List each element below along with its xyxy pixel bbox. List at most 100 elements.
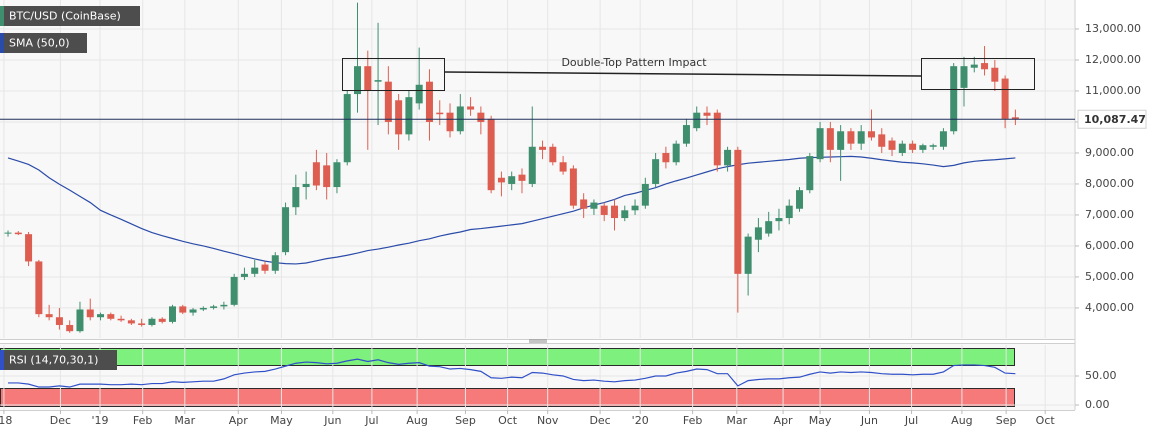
x-tick-label: Dec: [589, 414, 610, 427]
legend-label: BTC/USD (CoinBase): [9, 10, 121, 23]
x-tick-label: Sep: [455, 414, 476, 427]
candle-body: [806, 156, 814, 191]
candle-body: [446, 112, 454, 132]
y-tick-label: 12,000.00: [1085, 53, 1141, 66]
candle-body: [580, 199, 588, 209]
pattern-box: [342, 58, 445, 91]
candle-body: [754, 227, 762, 240]
x-tick-label: '19: [92, 414, 109, 427]
x-tick-label: Jul: [904, 414, 918, 427]
legend-chip: [0, 6, 140, 26]
x-tick-label: Aug: [951, 414, 972, 427]
candle-body: [97, 314, 105, 318]
candle-body: [970, 64, 978, 68]
main-pane: [0, 0, 1075, 339]
y-tick-label: 4,000.00: [1085, 301, 1134, 314]
candle-body: [508, 176, 516, 184]
legend-chip: [0, 350, 117, 370]
candle-body: [682, 125, 690, 144]
candle-body: [590, 202, 598, 209]
y-tick-label: 5,000.00: [1085, 270, 1134, 283]
candle-body: [847, 131, 855, 144]
candle-body: [292, 187, 300, 208]
candle-body: [641, 183, 649, 206]
x-tick-label: May: [809, 414, 832, 427]
candle-body: [240, 273, 248, 277]
candle-body: [837, 131, 845, 150]
legend-chip: [0, 33, 87, 53]
candle-body: [251, 267, 259, 274]
candle-body: [384, 81, 392, 122]
x-tick-label: Jun: [860, 414, 878, 427]
y-tick-label: 8,000.00: [1085, 177, 1134, 190]
candle-body: [261, 264, 269, 271]
candle-body: [1001, 78, 1009, 119]
candle-body: [179, 306, 187, 313]
candle-body: [549, 146, 557, 163]
candle-body: [66, 324, 74, 332]
candle-body: [960, 66, 968, 88]
candle-body: [919, 145, 927, 150]
candle-body: [467, 106, 475, 110]
candle-body: [734, 149, 742, 274]
legend-item[interactable]: RSI (14,70,30,1): [0, 350, 117, 370]
candle-body: [4, 232, 12, 234]
x-tick-label: Mar: [726, 414, 747, 427]
x-tick-label: Jul: [364, 414, 378, 427]
y-tick-label: 13,000.00: [1085, 22, 1141, 35]
x-tick-label: '20: [632, 414, 649, 427]
legend-label: SMA (50,0): [9, 37, 70, 50]
candle-body: [497, 177, 505, 183]
candle-body: [744, 236, 752, 274]
candle-body: [909, 143, 917, 150]
candle-body: [230, 276, 238, 305]
x-tick-label: Feb: [133, 414, 152, 427]
divider-grip[interactable]: [529, 339, 547, 343]
candle-body: [991, 67, 999, 82]
candle-body: [631, 205, 639, 211]
x-tick-label: Oct: [498, 414, 518, 427]
candle-body: [86, 309, 94, 318]
y-tick-label: 11,000.00: [1085, 84, 1141, 97]
candle-body: [148, 318, 156, 325]
candle-body: [117, 318, 125, 321]
candle-body: [374, 80, 382, 82]
candle-body: [775, 218, 783, 222]
candle-body: [415, 84, 423, 104]
pattern-connector: [443, 71, 922, 77]
x-tick-label: Apr: [229, 414, 249, 427]
candle-body: [569, 168, 577, 206]
candle-body: [302, 183, 310, 188]
candle-body: [1011, 117, 1019, 120]
legend-item[interactable]: SMA (50,0): [0, 33, 87, 53]
candle-body: [405, 97, 413, 135]
candle-body: [518, 174, 526, 181]
candle-body: [487, 118, 495, 191]
candle-body: [559, 162, 567, 172]
candle-body: [158, 318, 166, 322]
x-tick-label: Oct: [1036, 414, 1056, 427]
x-tick-label: Aug: [406, 414, 427, 427]
candle-body: [477, 112, 485, 122]
candle-body: [785, 205, 793, 219]
candle-body: [950, 66, 958, 132]
candle-body: [796, 190, 804, 209]
candle-body: [652, 159, 660, 184]
x-tick-label: Jun: [323, 414, 341, 427]
candle-body: [343, 94, 351, 163]
legend-swatch: [0, 350, 4, 370]
legend-item[interactable]: BTC/USD (CoinBase): [0, 6, 140, 26]
y-tick-label: 9,000.00: [1085, 146, 1134, 159]
candle-body: [199, 307, 207, 310]
candle-body: [662, 152, 670, 163]
last-price-label: 10,087.47: [1084, 113, 1146, 126]
annotation: Double-Top Pattern Impact: [561, 56, 707, 69]
candle-body: [35, 261, 43, 315]
candle-body: [189, 309, 197, 313]
candle-body: [621, 210, 629, 219]
x-tick-label: Dec: [50, 414, 71, 427]
candle-body: [898, 143, 906, 153]
candle-body: [271, 255, 279, 271]
x-tick-label: May: [270, 414, 293, 427]
candle-body: [693, 112, 701, 129]
